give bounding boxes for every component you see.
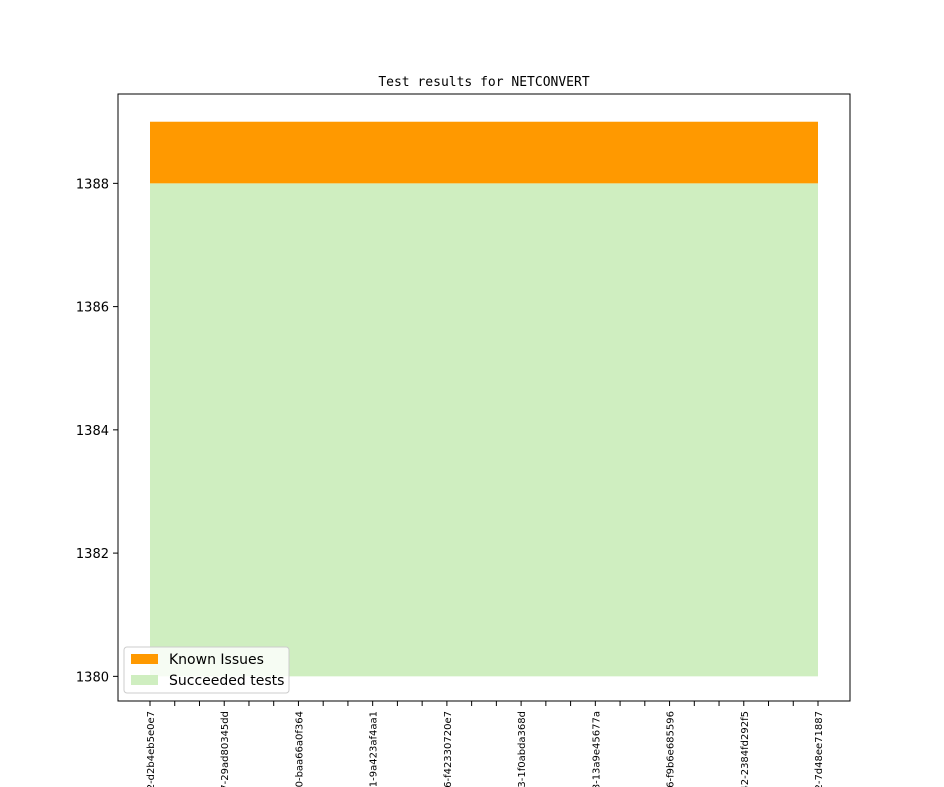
- x-tick-label: 7-29ad80345dd: [220, 711, 231, 787]
- x-tick-label: 6-f42330720e7: [443, 711, 454, 787]
- plot-area: [150, 121, 818, 677]
- legend-swatch-known-issues: [131, 654, 158, 664]
- legend-label-succeeded-tests: Succeeded tests: [169, 673, 284, 689]
- area-known-issues: [150, 121, 818, 184]
- x-axis: 2-d2b4eb5e0e7 7-29ad80345dd 0-baa66a0f364 1…: [146, 701, 825, 787]
- x-tick-label: 8-13a9e45677a: [591, 711, 602, 787]
- y-axis: 1380 1382 1384 1386 1388: [76, 177, 118, 685]
- x-tick-label: 1-9a423af4aa1: [369, 711, 380, 787]
- legend: Known Issues Succeeded tests: [123, 646, 290, 694]
- x-tick-label: 3-1f0abda368d: [517, 711, 528, 787]
- y-tick-label: 1386: [76, 301, 109, 316]
- area-succeeded-tests: [150, 183, 818, 677]
- legend-swatch-succeeded-tests: [131, 675, 158, 685]
- x-tick-label: 6-f9b6e685596: [666, 711, 677, 787]
- legend-label-known-issues: Known Issues: [169, 652, 264, 668]
- y-tick-label: 1382: [76, 547, 109, 562]
- x-tick-label: 0-baa66a0f364: [294, 711, 305, 787]
- y-tick-label: 1380: [76, 670, 109, 685]
- legend-box: [123, 646, 290, 694]
- x-tick-label: 2-7d48ee71887: [814, 711, 825, 787]
- chart-title: Test results for NETCONVERT: [378, 75, 589, 90]
- x-tick-label: 42-2384fd292f5: [740, 711, 751, 787]
- y-tick-label: 1388: [76, 177, 109, 192]
- x-tick-label: 2-d2b4eb5e0e7: [146, 711, 157, 787]
- plot-frame: [117, 93, 851, 702]
- y-tick-label: 1384: [76, 424, 109, 439]
